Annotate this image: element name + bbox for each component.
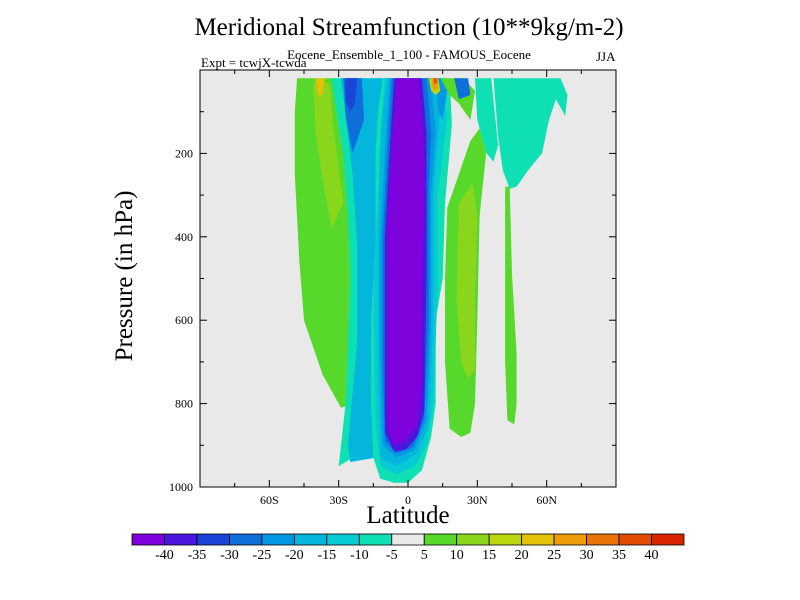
colorbar-box-8 [358, 533, 393, 546]
contour-region-2 [313, 82, 344, 229]
contour-region-7 [475, 78, 499, 162]
colorbar-box-10 [423, 533, 458, 546]
colorbar-label-7: -10 [350, 548, 369, 563]
colorbar-label-14: 30 [580, 548, 594, 563]
colorbar-label-1: -40 [155, 548, 174, 563]
contour-region-25 [433, 78, 437, 85]
contour-region-3 [315, 78, 325, 95]
contour-region-8 [493, 78, 568, 189]
colorbar-label-10: 10 [450, 548, 464, 563]
contour-region-6 [505, 186, 517, 425]
contour-region-1 [294, 78, 358, 408]
colorbar-label-9: 5 [421, 548, 428, 563]
colorbar-box-13 [521, 533, 555, 546]
colorbar-label-6: -15 [317, 548, 336, 563]
colorbar-box-3 [196, 533, 230, 546]
y-tick-label-5: 1000 [169, 480, 193, 494]
contour-region-12 [345, 78, 358, 112]
colorbar-box-17 [651, 533, 685, 546]
y-tick-label-4: 800 [175, 397, 193, 411]
y-tick-label-1: 200 [175, 146, 193, 160]
colorbar-box-6 [293, 533, 328, 546]
chart-title: Meridional Streamfunction (10**9kg/m-2) [194, 14, 624, 41]
plot-area [200, 70, 616, 487]
colorbar-box-7 [326, 533, 360, 546]
x-tick-label-4: 30N [467, 493, 488, 507]
x-tick-label-2: 30S [329, 493, 348, 507]
colorbar-box-5 [261, 533, 295, 546]
x-tick-label-3: 0 [405, 493, 411, 507]
y-tick-label-3: 600 [175, 313, 193, 327]
colorbar-box-15 [586, 533, 620, 546]
colorbar-box-16 [618, 533, 652, 546]
x-axis-label: Latitude [366, 502, 450, 529]
colorbar-label-12: 20 [515, 548, 529, 563]
colorbar-box-14 [553, 533, 587, 546]
x-tick-label-5: 60N [536, 493, 557, 507]
colorbar-box-2 [164, 533, 198, 546]
colorbar: -40 -35 -30 -25 -20 -15 -10 -5 5 10 15 20 25 30 35 40 [131, 533, 685, 563]
contour-region-22 [454, 78, 471, 100]
colorbar-label-15: 35 [612, 548, 626, 563]
contour-region-5 [456, 182, 478, 379]
colorbar-label-3: -30 [220, 548, 239, 563]
colorbar-box-9 [391, 533, 425, 546]
chart-subtitle: Eocene_Ensemble_1_100 - FAMOUS_Eocene [287, 47, 531, 62]
colorbar-label-2: -35 [188, 548, 207, 563]
y-tick-label-2: 400 [175, 230, 193, 244]
colorbar-box-1 [131, 533, 165, 546]
colorbar-box-12 [488, 533, 523, 546]
colorbar-label-5: -20 [285, 548, 304, 563]
colorbar-box-4 [229, 533, 263, 546]
colorbar-label-13: 25 [547, 548, 561, 563]
axes: 60S 30S 0 30N 60N 200 400 600 800 1000 [169, 69, 617, 507]
colorbar-label-4: -25 [253, 548, 272, 563]
experiment-label: Expt = tcwjX-tcwda [201, 55, 307, 70]
contour-region-19 [387, 78, 425, 446]
colorbar-label-8: -5 [386, 548, 398, 563]
x-tick-label-1: 60S [260, 493, 279, 507]
colorbar-box-11 [456, 533, 490, 546]
season-label: JJA [596, 49, 616, 64]
colorbar-label-11: 15 [482, 548, 496, 563]
colorbar-label-16: 40 [645, 548, 659, 563]
